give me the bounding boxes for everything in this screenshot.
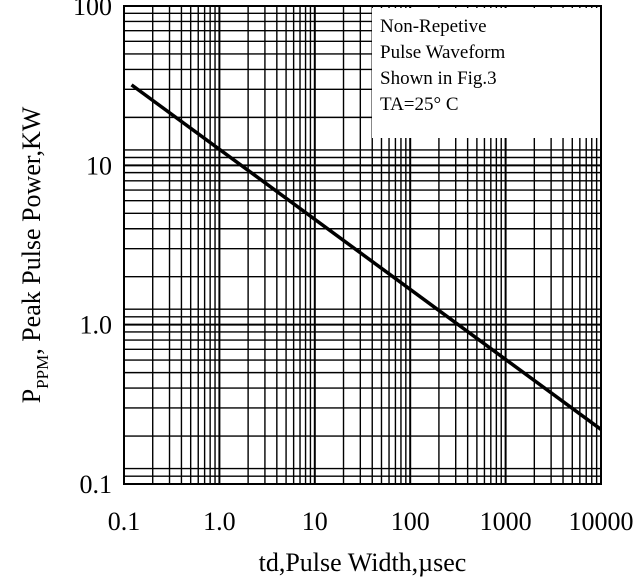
x-tick-label: 10 bbox=[302, 507, 328, 536]
grid bbox=[123, 6, 601, 485]
x-tick-label: 1000 bbox=[480, 507, 532, 536]
x-tick-label: 100 bbox=[391, 507, 430, 536]
annotation-line: Pulse Waveform bbox=[380, 42, 506, 63]
annotation-line: TA=25° C bbox=[380, 94, 459, 115]
y-tick-labels: 0.1 1.0 10 100 bbox=[73, 0, 112, 499]
annotation-line: Non-Repetive bbox=[380, 16, 487, 37]
x-axis-label: td,Pulse Width,µsec bbox=[259, 548, 467, 577]
annotation-box bbox=[372, 8, 600, 138]
x-tick-labels: 0.1 1.0 10 100 1000 10000 bbox=[108, 507, 634, 536]
y-tick-label: 1.0 bbox=[80, 311, 113, 340]
x-tick-label: 10000 bbox=[569, 507, 634, 536]
annotation-line: Shown in Fig.3 bbox=[380, 68, 497, 89]
y-tick-label: 10 bbox=[86, 151, 112, 180]
y-axis-label: PPPM, Peak Pulse Power,KW bbox=[17, 106, 52, 403]
annotation: Non-Repetive Pulse Waveform Shown in Fig.3… bbox=[380, 16, 506, 115]
x-tick-label: 0.1 bbox=[108, 507, 141, 536]
y-axis-label-suffix: , Peak Pulse Power,KW bbox=[17, 106, 46, 355]
series bbox=[130, 83, 603, 431]
y-axis-label-prefix: P bbox=[17, 389, 46, 403]
series-line bbox=[130, 83, 603, 431]
x-tick-label: 1.0 bbox=[203, 507, 236, 536]
y-tick-label: 0.1 bbox=[80, 470, 113, 499]
y-tick-label: 100 bbox=[73, 0, 112, 21]
y-axis-label-subscript: PPM bbox=[33, 355, 52, 389]
plot-frame bbox=[123, 5, 602, 485]
